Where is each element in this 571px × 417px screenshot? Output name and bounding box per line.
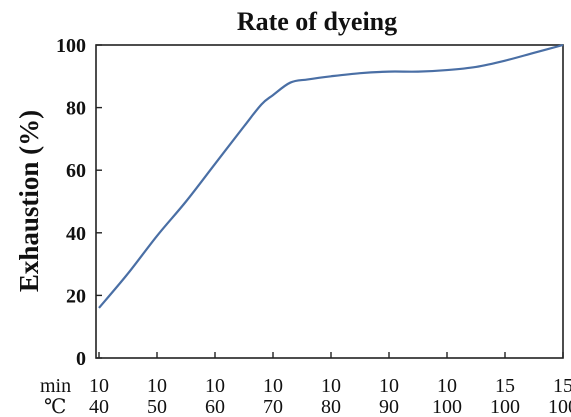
series-layer [98,43,564,309]
x-tick-label-min: 15 [553,375,571,397]
y-tick-label: 80 [66,98,86,120]
x-tick-label-min: 15 [495,375,515,397]
chart-title: Rate of dyeing [237,7,397,36]
x-tick-label-min: 10 [263,375,283,397]
y-axis-label: Exhaustion (%) [14,110,44,292]
x-tick-label-min: 10 [89,375,109,397]
x-tick-label-temp: 100 [490,396,520,417]
y-tick-label: 100 [56,35,86,57]
x-tick-label-temp: 90 [379,396,399,417]
x-tick-label-temp: 80 [321,396,341,417]
x-tick-label-min: 10 [437,375,457,397]
plot-frame [95,44,564,359]
x-tick-label-temp: 100 [548,396,571,417]
x-tick-label-temp: 40 [89,396,109,417]
x-tick-label-min: 10 [205,375,225,397]
y-tick-label: 0 [76,348,86,370]
x-tick-label-min: 10 [321,375,341,397]
x-tick-label-min: 10 [147,375,167,397]
x-row-label-temp: ℃ [44,396,66,417]
x-tick-label-min: 10 [379,375,399,397]
x-row-label-min: min [40,375,71,397]
y-axis: 0 20 40 60 80 100 [56,35,102,370]
y-tick-label: 20 [66,285,86,307]
x-tick-label-temp: 60 [205,396,225,417]
x-tick-label-temp: 100 [432,396,462,417]
series-line-0 [98,43,564,309]
y-tick-label: 60 [66,160,86,182]
x-tick-label-temp: 50 [147,396,167,417]
x-tick-label-temp: 70 [263,396,283,417]
x-axis: 104010501060107010801090101001510015100 [89,352,571,417]
y-tick-label: 40 [66,223,86,245]
